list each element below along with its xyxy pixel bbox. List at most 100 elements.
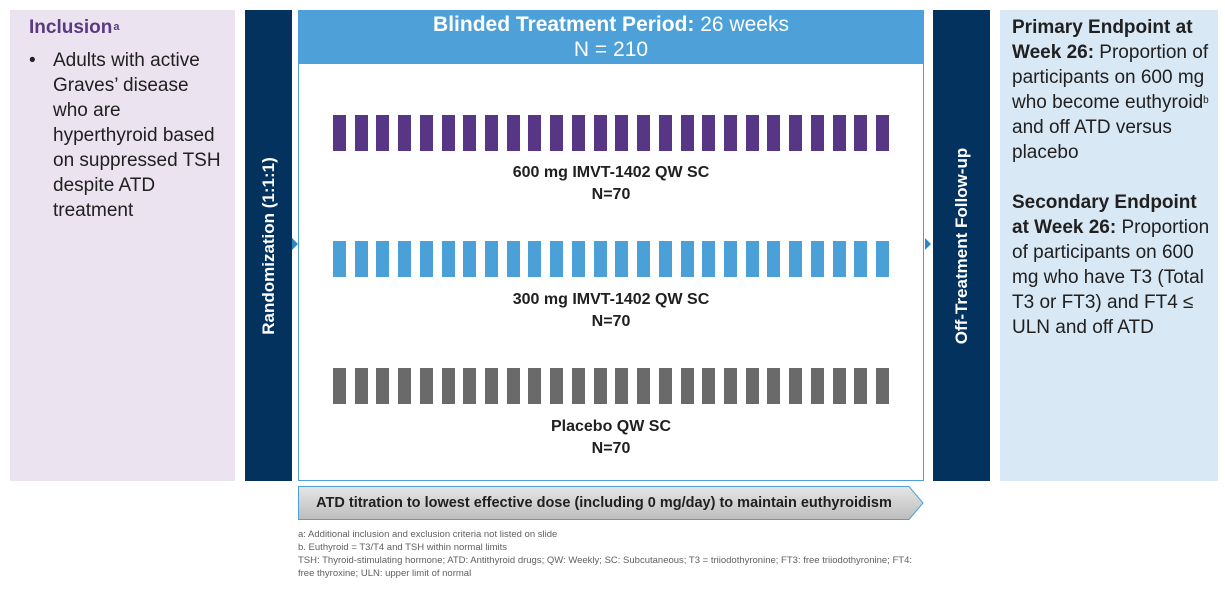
dose-marker [680,241,694,277]
followup-arrow-icon [925,238,931,250]
dose-marker [615,368,629,404]
dose-marker [593,241,607,277]
atd-titration-text: ATD titration to lowest effective dose (… [316,495,892,511]
dose-marker [658,241,672,277]
dose-marker [463,241,477,277]
followup-bar: Off-Treatment Follow-up [933,10,990,481]
dose-row-placebo [333,368,889,404]
dose-marker [702,368,716,404]
arm-label-600mg: 600 mg IMVT-1402 QW SC N=70 [512,164,710,203]
dose-marker [398,115,412,151]
dose-marker [593,368,607,404]
dose-marker [485,368,499,404]
dose-marker [571,115,585,151]
dose-marker [419,241,433,277]
inclusion-panel: Inclusiona Adults with active Graves’ di… [10,10,235,481]
dose-marker [441,368,455,404]
dose-marker [854,241,868,277]
primary-endpoint: Primary Endpoint at Week 26: Proportion … [1012,17,1209,163]
dose-marker [875,368,889,404]
dose-marker [767,241,781,277]
dose-marker [875,241,889,277]
dose-marker [506,115,520,151]
dose-marker [723,368,737,404]
footnote-b: b. Euthyroid = T3/T4 and TSH within norm… [298,542,507,553]
dose-marker [723,241,737,277]
inclusion-title: Inclusiona [29,17,120,38]
dose-marker [767,115,781,151]
dose-marker [854,115,868,151]
dose-marker [680,115,694,151]
inclusion-criterion: Adults with active Graves’ disease who a… [29,48,227,223]
dose-marker [485,241,499,277]
randomization-bar: Randomization (1:1:1) [245,10,292,481]
dose-marker [723,115,737,151]
atd-arrow-shape [298,486,924,520]
dose-marker [615,241,629,277]
dose-marker [419,115,433,151]
secondary-endpoint: Secondary Endpoint at Week 26: Proportio… [1012,192,1210,338]
randomization-arrow-icon [292,238,298,250]
dose-marker [810,241,824,277]
dose-marker [832,368,846,404]
dose-marker [333,241,346,277]
dose-marker [680,368,694,404]
dose-marker [637,368,651,404]
dose-marker [702,241,716,277]
dose-marker [398,241,412,277]
randomization-label: Randomization (1:1:1) [258,156,278,335]
dose-marker [637,241,651,277]
dose-marker [441,115,455,151]
dose-marker [550,115,564,151]
dose-marker [506,241,520,277]
dose-marker [333,115,346,151]
dose-marker [593,115,607,151]
dose-marker [789,368,803,404]
dose-marker [789,115,803,151]
inclusion-superscript: a [113,21,120,33]
dose-marker [528,241,542,277]
dose-marker [810,368,824,404]
dose-marker [702,115,716,151]
dose-marker [767,368,781,404]
dose-marker [376,241,390,277]
dose-marker [528,115,542,151]
dose-marker [658,368,672,404]
treatment-period-header: Blinded Treatment Period: 26 weeks N = 2… [298,10,924,64]
dose-marker [354,241,368,277]
arm-label-placebo: Placebo QW SC N=70 [550,418,672,457]
dose-marker [832,115,846,151]
dose-marker [637,115,651,151]
endpoints-panel: Primary Endpoint at Week 26: Proportion … [1000,10,1218,481]
dose-marker [441,241,455,277]
dose-row-300mg [333,241,889,277]
dose-marker [745,115,759,151]
treatment-period-title: Blinded Treatment Period: 26 weeks [433,13,789,36]
arm-label-300mg: 300 mg IMVT-1402 QW SC N=70 [512,291,710,330]
footnote-a: a: Additional inclusion and exclusion cr… [298,529,558,540]
dose-marker [832,241,846,277]
dose-marker [354,115,368,151]
dose-marker [376,115,390,151]
dose-marker [571,241,585,277]
dose-marker [333,368,346,404]
atd-titration-arrow: ATD titration to lowest effective dose (… [298,486,924,520]
dose-marker [354,368,368,404]
dose-marker [658,115,672,151]
inclusion-list: Adults with active Graves’ disease who a… [29,48,235,223]
footnotes: a: Additional inclusion and exclusion cr… [298,528,918,580]
dose-marker [854,368,868,404]
dose-marker [875,115,889,151]
dose-marker [463,115,477,151]
dose-marker [745,241,759,277]
dose-marker [528,368,542,404]
dose-marker [550,368,564,404]
dose-marker [398,368,412,404]
treatment-total-n: N = 210 [573,38,649,61]
dose-row-600mg [333,115,889,151]
dose-marker [810,115,824,151]
dose-marker [419,368,433,404]
dose-marker [571,368,585,404]
dose-marker [485,115,499,151]
dose-marker [615,115,629,151]
